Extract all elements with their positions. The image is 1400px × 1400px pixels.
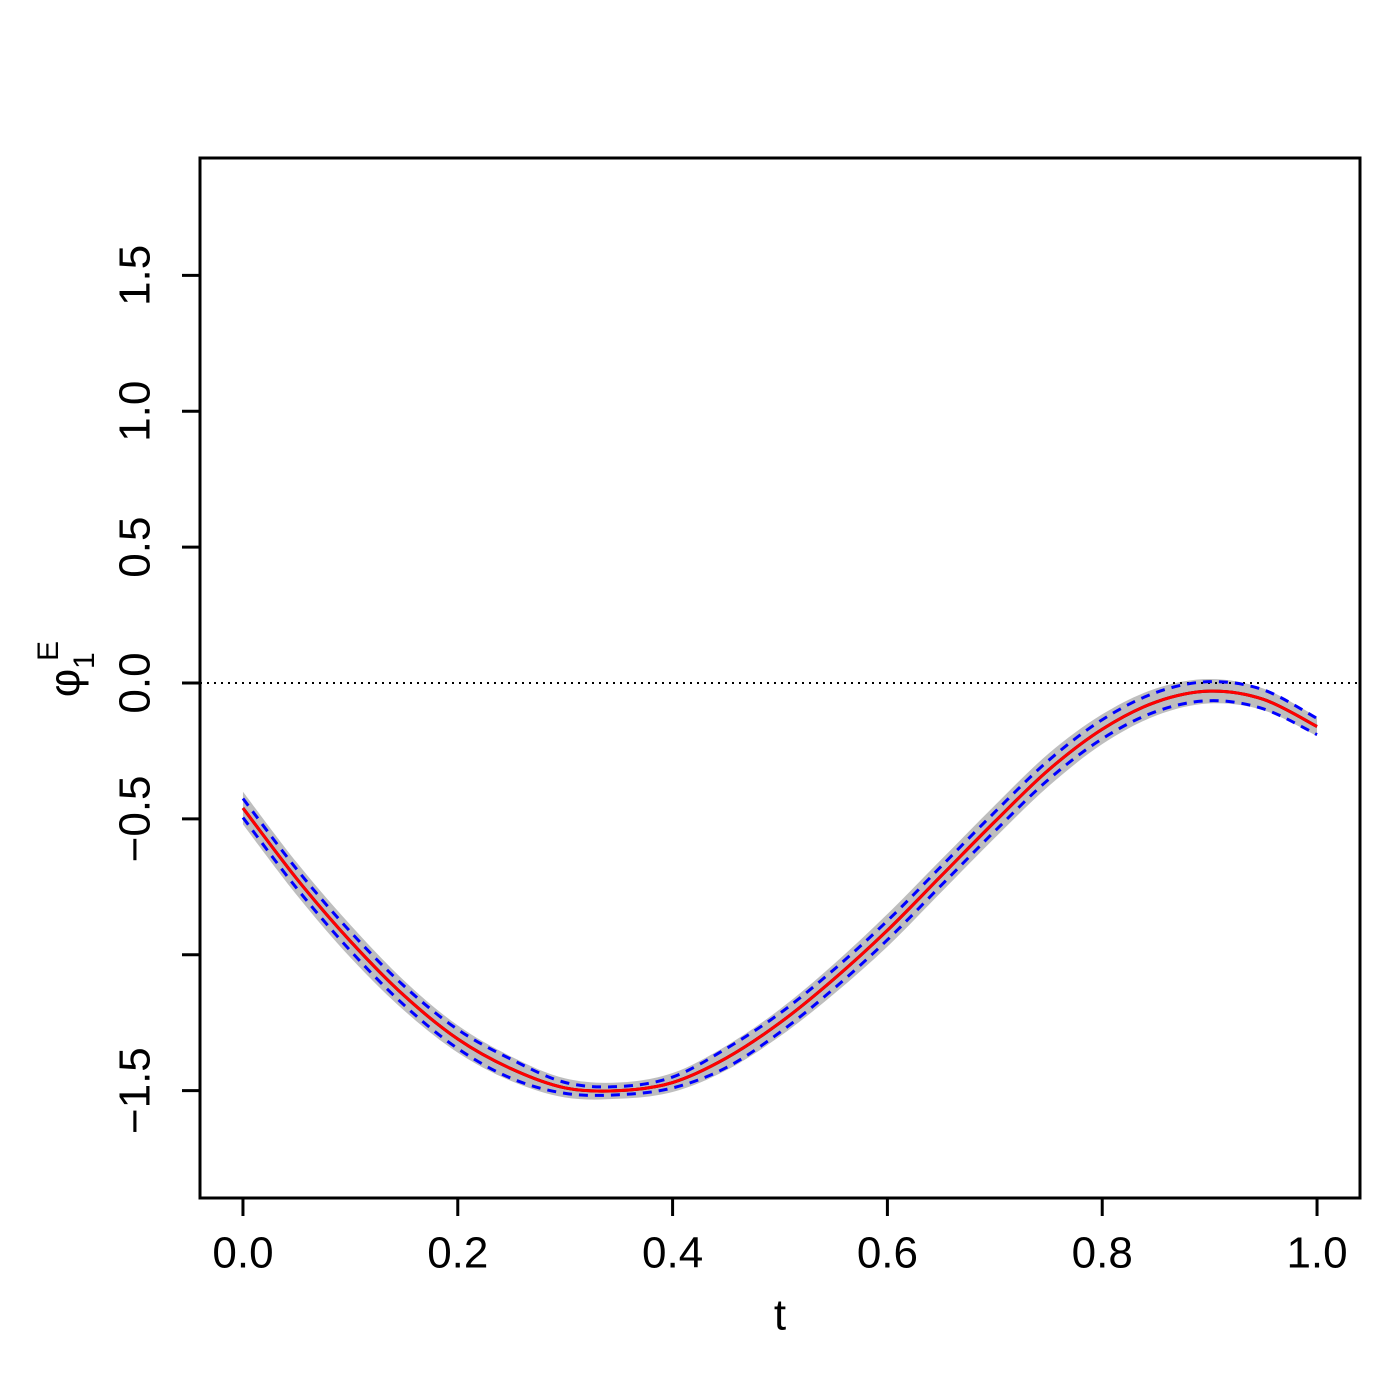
y-label-sup: E — [32, 641, 65, 661]
x-tick-label: 0.8 — [1072, 1229, 1133, 1278]
series-line — [241, 689, 1318, 1093]
x-tick-label: 0.2 — [427, 1229, 488, 1278]
series-line — [241, 699, 1318, 1097]
y-tick-label: −1.5 — [111, 1047, 160, 1134]
y-tick-label: 1.5 — [111, 245, 160, 306]
y-tick-label: −0.5 — [111, 775, 160, 862]
y-label-sub: 1 — [68, 652, 101, 669]
y-tick-label: 0.5 — [111, 517, 160, 578]
x-tick-label: 0.0 — [212, 1229, 273, 1278]
x-tick-label: 1.0 — [1286, 1229, 1347, 1278]
y-axis-label: φ E 1 — [32, 641, 101, 697]
series-line — [241, 680, 1318, 1089]
y-tick-label: 0.0 — [111, 652, 160, 713]
x-tick-label: 0.4 — [642, 1229, 703, 1278]
y-label-base: φ — [41, 669, 90, 698]
plot-frame — [198, 156, 1362, 1200]
x-axis-label: t — [774, 1291, 786, 1340]
y-tick-label: 1.0 — [111, 381, 160, 442]
confidence-band — [242, 678, 1318, 1100]
x-tick-label: 0.6 — [857, 1229, 918, 1278]
